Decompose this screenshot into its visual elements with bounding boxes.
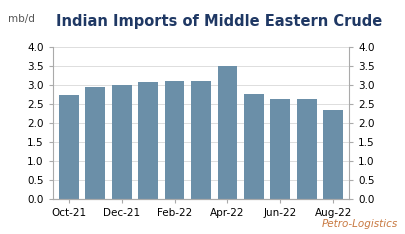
Text: Indian Imports of Middle Eastern Crude: Indian Imports of Middle Eastern Crude [56,14,382,29]
Bar [296,99,316,199]
Bar [217,66,237,199]
Bar [322,110,342,199]
Bar [138,82,158,199]
Text: Petro-Logistics: Petro-Logistics [321,219,397,229]
Bar [191,81,210,199]
Bar [59,95,79,199]
Text: mb/d: mb/d [8,14,35,24]
Bar [85,87,105,199]
Bar [164,81,184,199]
Bar [111,85,131,199]
Bar [243,94,263,199]
Bar [270,99,290,199]
